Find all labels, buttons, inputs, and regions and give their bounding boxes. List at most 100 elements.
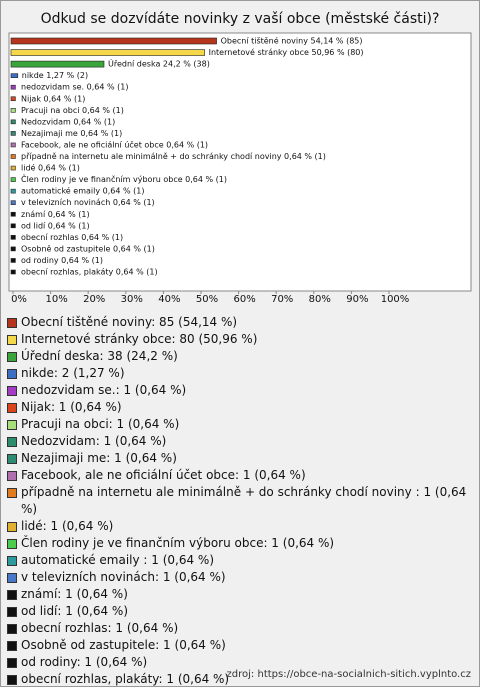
- legend-swatch: [7, 658, 17, 668]
- legend-label: Úřední deska: 38 (24,2 %): [21, 349, 178, 363]
- bar: [10, 131, 16, 136]
- x-tick-label: 30%: [121, 294, 143, 305]
- bar: [10, 119, 16, 125]
- legend-item: Nedozvidam: 1 (0,64 %): [7, 433, 469, 450]
- legend-label: Nedozvidam: 1 (0,64 %): [21, 434, 167, 448]
- legend-swatch: [7, 369, 17, 379]
- legend-item: Pracuji na obci: 1 (0,64 %): [7, 416, 469, 433]
- legend-item: automatické emaily : 1 (0,64 %): [7, 552, 469, 569]
- x-tick-label: 80%: [309, 294, 331, 305]
- legend: Obecní tištěné noviny: 85 (54,14 %) Inter…: [7, 314, 469, 686]
- bar-label: Obecní tištěné noviny 54,14 % (85): [221, 36, 363, 46]
- x-tick-label: 100%: [381, 294, 410, 305]
- legend-swatch: [7, 403, 17, 413]
- bar-label: Nijak 0,64 % (1): [21, 94, 85, 103]
- legend-swatch: [7, 675, 17, 685]
- legend-item: Obecní tištěné noviny: 85 (54,14 %): [7, 314, 469, 331]
- bar: [10, 96, 16, 102]
- legend-label: nedozvidam se.: 1 (0,64 %): [21, 383, 187, 397]
- legend-label: případně na internetu ale minimálně + do…: [21, 485, 467, 516]
- legend-label: nikde: 2 (1,27 %): [21, 366, 125, 380]
- bar: [10, 73, 19, 78]
- x-tick-label: 90%: [346, 294, 368, 305]
- bar-label: lidé 0,64 % (1): [21, 163, 80, 173]
- legend-label: Osobně od zastupitele: 1 (0,64 %): [21, 638, 226, 652]
- legend-label: Nijak: 1 (0,64 %): [21, 400, 122, 414]
- legend-label: lidé: 1 (0,64 %): [21, 519, 114, 533]
- legend-item: obecní rozhlas: 1 (0,64 %): [7, 620, 469, 637]
- legend-item: od lidí: 1 (0,64 %): [7, 603, 469, 620]
- legend-swatch: [7, 471, 17, 481]
- bar: [10, 211, 16, 217]
- legend-item: Facebook, ale ne oficiální účet obce: 1 …: [7, 467, 469, 484]
- legend-item: případně na internetu ale minimálně + do…: [7, 484, 469, 518]
- x-tick-label: 20%: [83, 294, 105, 305]
- legend-label: obecní rozhlas: 1 (0,64 %): [21, 621, 179, 635]
- bar: [10, 188, 16, 194]
- bar-label: známí 0,64 % (1): [21, 210, 90, 219]
- legend-swatch: [7, 590, 17, 600]
- legend-item: v televizních novinách: 1 (0,64 %): [7, 569, 469, 586]
- bar-label: Internetové stránky obce 50,96 % (80): [209, 47, 364, 57]
- legend-item: nikde: 2 (1,27 %): [7, 365, 469, 382]
- bar-label: případně na internetu ale minimálně + do…: [21, 152, 326, 161]
- legend-label: obecní rozhlas, plakáty: 1 (0,64 %): [21, 672, 230, 686]
- bar-label: Osobně od zastupitele 0,64 % (1): [21, 244, 155, 253]
- legend-swatch: [7, 522, 17, 532]
- legend-label: Pracuji na obci: 1 (0,64 %): [21, 417, 180, 431]
- bar-label: obecní rozhlas 0,64 % (1): [21, 233, 123, 242]
- chart: Odkud se dozvídáte novinky z vaší obce (…: [8, 11, 472, 305]
- legend-swatch: [7, 573, 17, 583]
- legend-label: Facebook, ale ne oficiální účet obce: 1 …: [21, 468, 306, 482]
- bar-label: od rodiny 0,64 % (1): [21, 256, 103, 265]
- legend-swatch: [7, 352, 17, 362]
- legend-label: Obecní tištěné noviny: 85 (54,14 %): [21, 315, 238, 329]
- legend-item: Úřední deska: 38 (24,2 %): [7, 348, 469, 365]
- legend-swatch: [7, 624, 17, 634]
- x-tick-label: 40%: [158, 294, 180, 305]
- source: zdroj: https://obce-na-socialnich-sitich…: [226, 669, 471, 680]
- bar-label: obecní rozhlas, plakáty 0,64 % (1): [21, 268, 158, 277]
- bar: [10, 154, 16, 159]
- bar-label: nedozvidam se. 0,64 % (1): [21, 83, 128, 92]
- legend-swatch: [7, 335, 17, 345]
- bar: [10, 37, 217, 45]
- bar: [10, 200, 16, 205]
- bar: [10, 60, 105, 68]
- bar: [10, 108, 16, 113]
- chart-title: Odkud se dozvídáte novinky z vaší obce (…: [41, 11, 440, 27]
- bar: [10, 84, 16, 90]
- legend-label: v televizních novinách: 1 (0,64 %): [21, 570, 226, 584]
- bar: [10, 246, 16, 252]
- legend-label: od lidí: 1 (0,64 %): [21, 604, 128, 618]
- bar: [10, 177, 16, 182]
- x-tick-label: 10%: [45, 294, 67, 305]
- x-tick-label: 50%: [196, 294, 218, 305]
- bar-label: Úřední deska 24,2 % (38): [108, 58, 210, 69]
- legend-swatch: [7, 437, 17, 447]
- legend-label: známí: 1 (0,64 %): [21, 587, 128, 601]
- legend-item: Osobně od zastupitele: 1 (0,64 %): [7, 637, 469, 654]
- legend-item: nedozvidam se.: 1 (0,64 %): [7, 382, 469, 399]
- legend-swatch: [7, 641, 17, 651]
- x-tick-label: 60%: [233, 294, 255, 305]
- legend-swatch: [7, 556, 17, 566]
- x-tick-label: 0%: [11, 294, 27, 305]
- legend-item: Nezajimaji me: 1 (0,64 %): [7, 450, 469, 467]
- legend-label: Internetové stránky obce: 80 (50,96 %): [21, 332, 258, 346]
- legend-item: Člen rodiny je ve finančním výboru obce:…: [7, 535, 469, 552]
- bar-label: Nezajimaji me 0,64 % (1): [21, 129, 122, 138]
- bar: [10, 269, 16, 275]
- bar-label: Pracuji na obci 0,64 % (1): [21, 106, 124, 115]
- legend-item: lidé: 1 (0,64 %): [7, 518, 469, 535]
- plot-area: [8, 32, 472, 292]
- legend-label: od rodiny: 1 (0,64 %): [21, 655, 148, 669]
- legend-item: Nijak: 1 (0,64 %): [7, 399, 469, 416]
- legend-swatch: [7, 386, 17, 396]
- bar-label: Nedozvidam 0,64 % (1): [21, 117, 115, 126]
- legend-label: Nezajimaji me: 1 (0,64 %): [21, 451, 177, 465]
- legend-swatch: [7, 454, 17, 464]
- bar: [10, 49, 205, 56]
- legend-swatch: [7, 488, 17, 498]
